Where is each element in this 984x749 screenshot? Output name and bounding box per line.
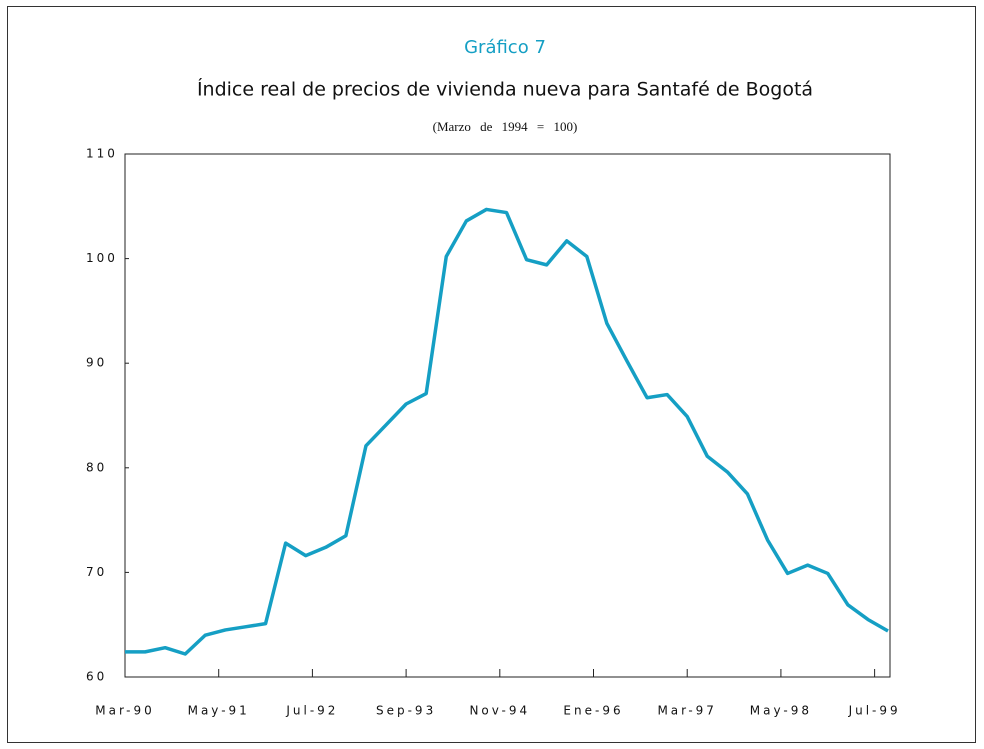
chart-subtitle: (Marzo de 1994 = 100)	[433, 119, 578, 134]
data-line	[125, 207, 889, 656]
y-tick-label: 90	[86, 356, 107, 370]
chart-label: Gráfico 7	[464, 37, 546, 58]
x-tick-label: Mar-90	[95, 704, 154, 718]
y-tick-label: 80	[86, 460, 107, 474]
x-tick-label: Jul-99	[848, 704, 901, 718]
plot-frame	[124, 153, 891, 678]
x-tick-label: May-98	[750, 704, 812, 718]
y-tick-label: 70	[86, 565, 107, 579]
x-tick-label: Ene-96	[563, 704, 623, 718]
x-tick-label: Mar-97	[657, 704, 716, 718]
x-tick-label: May-91	[188, 704, 250, 718]
y-tick-label: 60	[86, 670, 107, 684]
chart-title: Índice real de precios de vivienda nueva…	[197, 78, 813, 101]
y-tick-label: 100	[86, 251, 118, 265]
x-tick-label: Sep-93	[376, 704, 436, 718]
x-tick-label: Jul-92	[285, 704, 338, 718]
x-tick-label: Nov-94	[469, 704, 530, 718]
y-tick-label: 110	[86, 147, 118, 161]
page-border	[7, 6, 976, 743]
